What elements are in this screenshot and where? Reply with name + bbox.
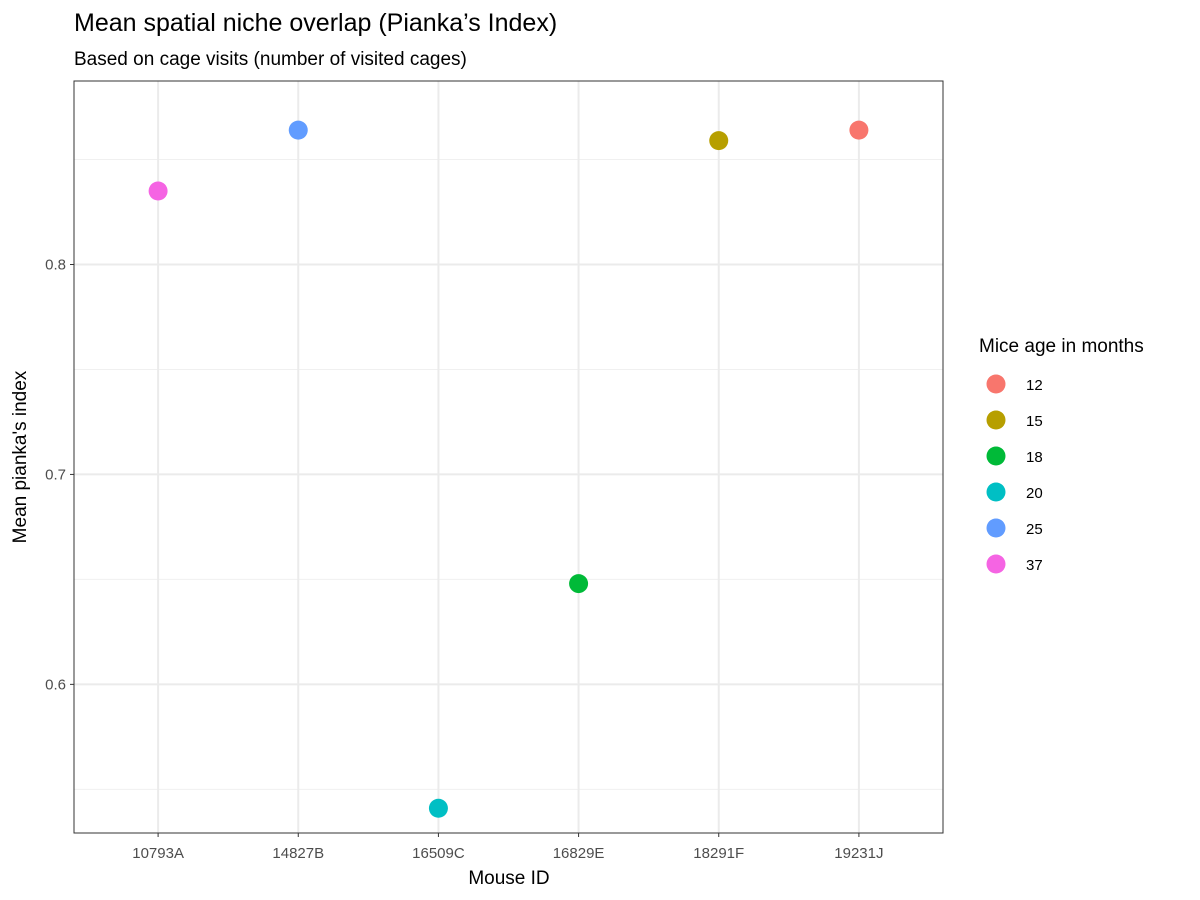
plot-background [74,81,943,833]
data-point [569,574,589,594]
y-tick-label: 0.8 [45,256,66,273]
legend-label: 18 [1026,449,1043,466]
legend-key [986,446,1006,466]
legend-label: 15 [1026,413,1043,430]
x-tick-label: 16509C [412,845,465,862]
legend-key [986,554,1006,574]
legend-label: 20 [1026,485,1043,502]
x-tick-label: 19231J [834,845,883,862]
data-point [709,131,729,151]
legend-key [986,410,1006,430]
y-tick-label: 0.6 [45,676,66,693]
data-point [148,181,168,201]
x-axis-title: Mouse ID [468,868,549,889]
x-tick-label: 14827B [272,845,324,862]
legend-label: 25 [1026,521,1043,538]
x-tick-label: 10793A [132,845,184,862]
y-axis-title: Mean pianka's index [10,370,31,543]
chart-subtitle: Based on cage visits (number of visited … [74,49,467,70]
legend: 12 15 18 20 25 37 [986,374,1043,574]
legend-title: Mice age in months [979,336,1144,357]
data-point [428,798,448,818]
plot-area: 0.6 0.7 0.8 10793A 14827B 16509C 16829E 18291F 1… [45,80,944,862]
legend-label: 37 [1026,557,1043,574]
x-tick-label: 16829E [553,845,605,862]
x-tick-label: 18291F [693,845,744,862]
chart-title: Mean spatial niche overlap (Pianka’s Ind… [74,9,557,37]
plot-border [73,80,944,834]
data-point [288,120,308,140]
y-tick-label: 0.7 [45,466,66,483]
legend-key [986,374,1006,394]
legend-key [986,518,1006,538]
data-point [849,120,869,140]
legend-key [986,482,1006,502]
legend-label: 12 [1026,377,1043,394]
